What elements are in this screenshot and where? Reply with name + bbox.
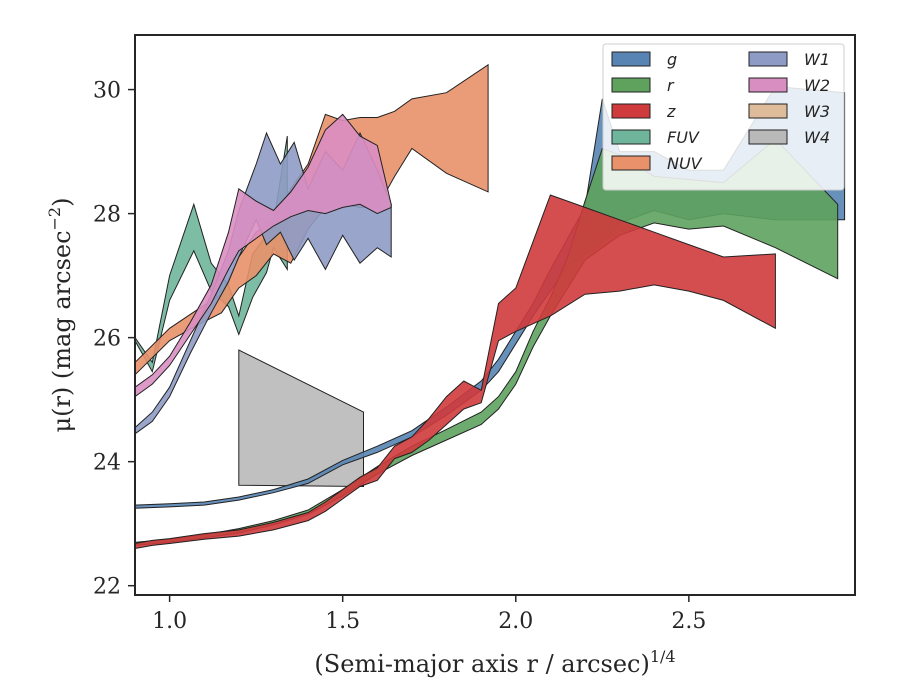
legend-label-w3: W3 bbox=[804, 102, 830, 121]
legend-swatch-nuv bbox=[611, 155, 651, 171]
legend-label-g: g bbox=[667, 50, 677, 69]
band-z bbox=[134, 194, 776, 550]
legend-label-w1: W1 bbox=[804, 50, 830, 69]
y-tick-label: 30 bbox=[93, 79, 121, 104]
legend-swatch-w4 bbox=[748, 129, 788, 145]
x-axis-label: (Semi-major axis r / arcsec)1/4 bbox=[314, 647, 675, 678]
legend-swatch-w3 bbox=[748, 103, 788, 119]
y-tick-label: 22 bbox=[93, 575, 121, 600]
x-tick-label: 2.0 bbox=[498, 609, 533, 634]
plot-frame bbox=[134, 34, 856, 596]
legend-swatch-w1 bbox=[748, 51, 788, 67]
y-axis-label: μ(r) (mag arcsec−2) bbox=[45, 198, 76, 433]
y-axis: 22 24 26 28 30 bbox=[93, 79, 135, 600]
band-w2 bbox=[134, 113, 392, 398]
legend-label-w4: W4 bbox=[804, 128, 830, 147]
x-tick-label: 1.5 bbox=[325, 609, 360, 634]
legend: grz FUV NUV W1 W2 W3 W4 bbox=[602, 43, 845, 191]
y-tick-label: 28 bbox=[93, 203, 121, 228]
x-axis: 1.0 1.5 2.0 2.5 bbox=[152, 595, 706, 634]
y-tick-label: 24 bbox=[93, 451, 121, 476]
legend-swatch-fuv bbox=[611, 129, 651, 145]
legend-swatch-z bbox=[611, 103, 651, 119]
legend-swatch-g bbox=[611, 51, 651, 67]
x-tick-label: 2.5 bbox=[671, 609, 706, 634]
y-tick-label: 26 bbox=[93, 327, 121, 352]
x-tick-label: 1.0 bbox=[152, 609, 187, 634]
band-w4 bbox=[238, 349, 364, 488]
legend-label-w2: W2 bbox=[804, 76, 830, 95]
legend-label-r: r bbox=[667, 76, 675, 95]
legend-label-z: z bbox=[666, 102, 676, 121]
legend-label-nuv: NUV bbox=[667, 154, 703, 173]
legend-swatch-r bbox=[611, 77, 651, 93]
legend-label-fuv: FUV bbox=[667, 128, 700, 147]
legend-swatch-w2 bbox=[748, 77, 788, 93]
